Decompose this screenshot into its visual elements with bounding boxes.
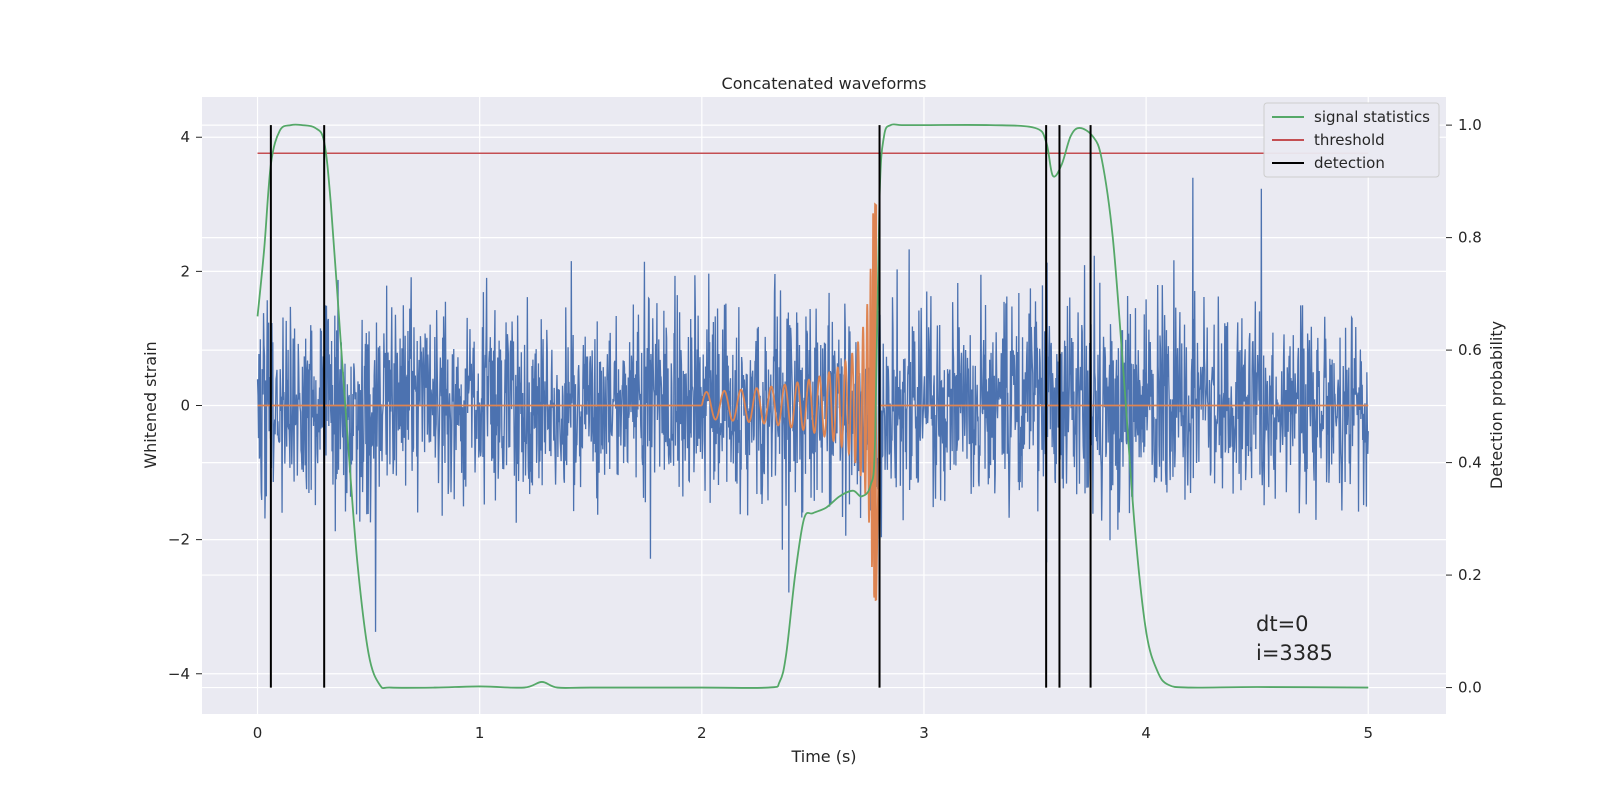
legend-label-signal-statistics: signal statistics xyxy=(1314,108,1430,126)
y2-tick-label: 0.0 xyxy=(1458,679,1482,697)
y-tick-label: 0 xyxy=(180,397,190,415)
x-tick-label: 5 xyxy=(1363,724,1373,742)
data-layer xyxy=(256,123,1369,689)
y-tick-label: −4 xyxy=(168,665,190,683)
y2-tick-label: 0.4 xyxy=(1458,454,1482,472)
y2-tick-label: 1.0 xyxy=(1458,116,1482,134)
y-tick-label: 4 xyxy=(180,128,190,146)
tick-layer: 0 1 2 3 4 5 −4 −2 0 2 4 0.0 0.2 0.4 0.6 0.8 1.0 xyxy=(168,116,1482,742)
legend: signal statistics threshold detection xyxy=(1263,102,1440,178)
detection-lines xyxy=(269,125,1092,688)
x-tick-label: 0 xyxy=(253,724,263,742)
y2-tick-label: 0.8 xyxy=(1458,229,1482,247)
y-tick-label: −2 xyxy=(168,531,190,549)
chart-title: Concatenated waveforms xyxy=(722,74,927,93)
signal-statistics-line xyxy=(256,123,1369,689)
y2-tick-label: 0.6 xyxy=(1458,341,1482,359)
legend-label-threshold: threshold xyxy=(1314,131,1385,149)
x-tick-label: 4 xyxy=(1141,724,1151,742)
x-tick-label: 2 xyxy=(697,724,707,742)
x-tick-label: 3 xyxy=(919,724,929,742)
annotation-index: i=3385 xyxy=(1256,641,1333,665)
annotation-dt: dt=0 xyxy=(1256,612,1309,636)
y2-axis-label: Detection probability xyxy=(1487,321,1506,489)
strain-noise-line xyxy=(256,177,1369,632)
legend-box xyxy=(1263,102,1440,178)
y-axis-label: Whitened strain xyxy=(141,341,160,468)
injected-waveform-line xyxy=(257,202,1369,601)
y2-tick-label: 0.2 xyxy=(1458,566,1482,584)
y-tick-label: 2 xyxy=(180,262,190,280)
legend-label-detection: detection xyxy=(1314,154,1385,172)
x-tick-label: 1 xyxy=(475,724,485,742)
x-axis-label: Time (s) xyxy=(790,747,856,766)
